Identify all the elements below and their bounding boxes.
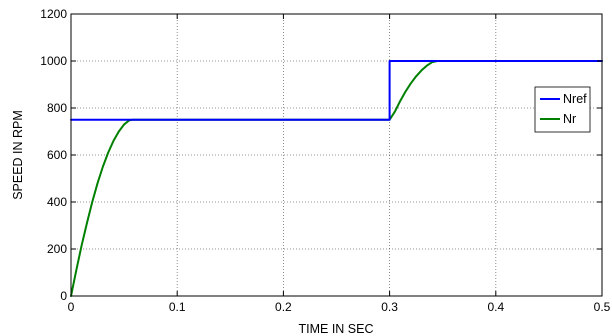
ticks xyxy=(70,13,603,297)
x-axis-title: TIME IN SEC xyxy=(298,322,373,336)
y-tick-label: 200 xyxy=(47,242,67,256)
y-tick-label: 800 xyxy=(47,101,67,115)
grid xyxy=(71,14,602,296)
y-tick-label: 1200 xyxy=(40,7,67,21)
series-layer xyxy=(70,60,603,297)
x-tick-label: 0.2 xyxy=(275,300,292,314)
x-tick-label: 0.3 xyxy=(381,300,398,314)
x-tick-label: 0.1 xyxy=(169,300,186,314)
x-tick-label: 0.4 xyxy=(487,300,504,314)
x-tick-label: 0 xyxy=(68,300,75,314)
tick-labels: 0 0.1 0.2 0.3 0.4 0.5 0 200 400 600 800 1000 1200 xyxy=(40,7,610,314)
legend-label-nr: Nr xyxy=(563,112,576,126)
y-tick-label: 0 xyxy=(60,289,67,303)
legend-box xyxy=(534,86,591,133)
series-line-nref xyxy=(70,60,603,121)
y-axis-title: SPEED IN RPM xyxy=(11,110,25,200)
x-tick-label: 0.5 xyxy=(594,300,611,314)
y-tick-label: 1000 xyxy=(40,54,67,68)
y-tick-label: 600 xyxy=(47,148,67,162)
legend-label-nref: Nref xyxy=(563,92,587,106)
y-tick-label: 400 xyxy=(47,195,67,209)
plot-area xyxy=(71,14,602,296)
legend: Nref Nr xyxy=(534,86,591,133)
